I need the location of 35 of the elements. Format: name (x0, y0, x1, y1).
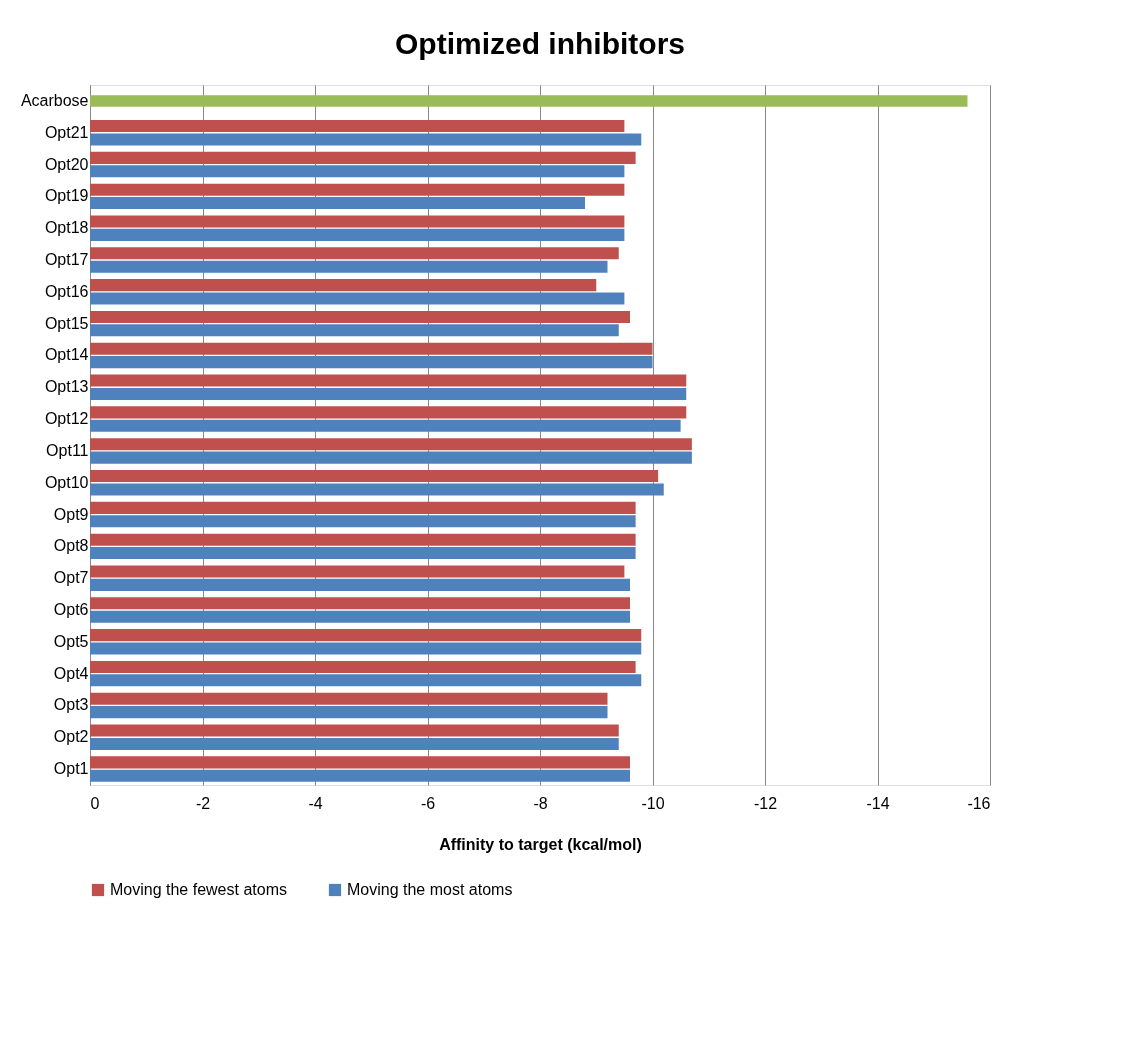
y-tick-label: Opt16 (44, 282, 89, 300)
y-tick-label: Opt15 (44, 314, 89, 332)
legend-label: Moving the fewest atoms (110, 881, 287, 898)
x-tick-label: -2 (195, 794, 211, 812)
y-tick-label: Opt4 (53, 664, 89, 682)
x-tick-label: -8 (533, 794, 548, 812)
x-axis-title: Affinity to target (kcal/mol) (439, 835, 642, 853)
x-tick-label: -4 (308, 794, 323, 812)
x-tick-label: -14 (866, 794, 890, 812)
y-tick-label: Opt18 (44, 219, 89, 237)
y-tick-label: Opt21 (44, 123, 89, 141)
x-tick-label: -10 (641, 794, 665, 812)
y-tick-label: Opt14 (44, 346, 89, 364)
chart-title: Optimized inhibitors (395, 27, 685, 60)
y-tick-label: Opt9 (53, 505, 89, 523)
y-tick-label: Opt5 (53, 632, 89, 650)
x-tick-label: -12 (753, 794, 778, 812)
y-tick-label: Opt13 (44, 378, 89, 396)
y-tick-label: Opt20 (44, 155, 89, 173)
x-tick-label: 0 (90, 794, 100, 812)
y-tick-label: Opt8 (53, 537, 89, 555)
y-tick-label: Opt2 (53, 728, 89, 746)
y-tick-label: Opt7 (53, 569, 89, 587)
legend-label: Moving the most atoms (347, 881, 513, 898)
y-tick-label: Opt1 (53, 760, 89, 778)
y-tick-label: Opt11 (46, 441, 89, 459)
y-tick-label: Opt19 (44, 187, 89, 205)
y-tick-label: Acarbose (20, 91, 89, 109)
y-tick-label: Opt12 (44, 410, 89, 428)
x-tick-label: -6 (420, 794, 436, 812)
x-tick-label: -16 (967, 794, 991, 812)
y-tick-label: Opt10 (44, 473, 89, 491)
y-tick-label: Opt6 (53, 601, 89, 618)
y-tick-label: Opt17 (44, 251, 89, 268)
y-tick-label: Opt3 (53, 696, 89, 714)
